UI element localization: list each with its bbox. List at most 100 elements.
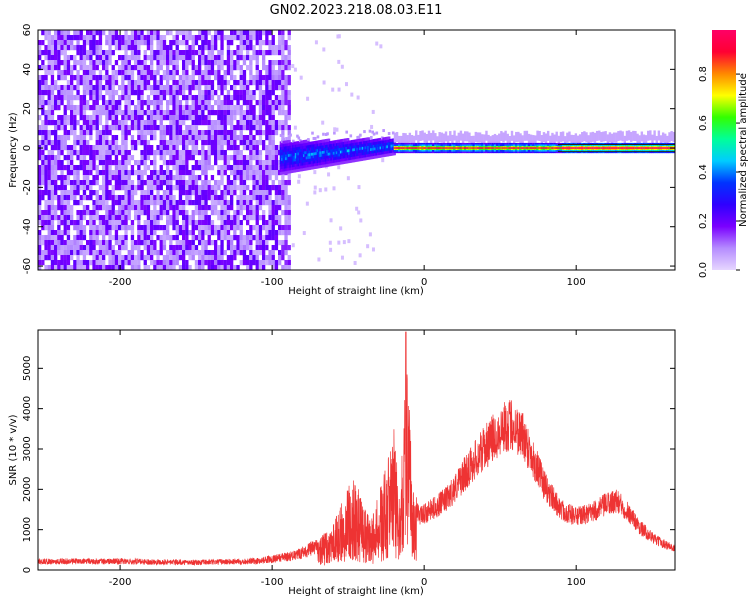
heatmap-cell (105, 245, 109, 251)
heatmap-cell (182, 70, 186, 76)
heatmap-cell (324, 158, 328, 162)
heatmap-cell (281, 171, 284, 175)
heatmap-cell (255, 215, 259, 221)
heatmap-cell (70, 265, 74, 270)
heatmap-cell (70, 110, 74, 116)
heatmap-cell (226, 120, 231, 126)
heatmap-cell (73, 170, 77, 176)
heatmap-cell (108, 220, 112, 226)
heatmap-cell (546, 147, 550, 149)
heatmap-cell (134, 140, 138, 146)
heatmap-cell (198, 130, 202, 136)
heatmap-cell (290, 150, 294, 154)
heatmap-cell (185, 165, 189, 171)
heatmap-cell (172, 155, 176, 161)
heatmap-cell (50, 80, 55, 86)
heatmap-cell (191, 100, 195, 106)
heatmap-cell (302, 231, 306, 236)
heatmap-cell (124, 90, 128, 96)
heatmap-cell (50, 230, 55, 236)
heatmap-cell (92, 165, 96, 171)
heatmap-cell (86, 185, 90, 191)
heatmap-cell (463, 147, 467, 149)
heatmap-cell (337, 150, 340, 154)
heatmap-cell (198, 115, 202, 121)
heatmap-cell (57, 260, 61, 266)
heatmap-cell (242, 120, 247, 126)
heatmap-cell (349, 134, 353, 138)
heatmap-cell (98, 170, 103, 176)
heatmap-cell (271, 90, 275, 96)
heatmap-cell (38, 165, 42, 171)
heatmap-cell (302, 156, 306, 160)
heatmap-cell (258, 100, 263, 106)
heatmap-cell (70, 205, 74, 211)
heatmap-cell (73, 145, 77, 151)
heatmap-cell (166, 205, 170, 211)
heatmap-cell (233, 255, 237, 261)
heatmap-cell (226, 245, 231, 251)
heatmap-cell (198, 190, 202, 196)
heatmap-cell (320, 145, 324, 149)
heatmap-cell (265, 160, 269, 166)
heatmap-cell (166, 185, 170, 191)
heatmap-cell (92, 90, 96, 96)
heatmap-cell (236, 125, 240, 131)
heatmap-cell (316, 165, 320, 169)
heatmap-cell (137, 200, 141, 206)
heatmap-cell (661, 147, 665, 149)
heatmap-cell (137, 40, 141, 46)
heatmap-cell (153, 210, 157, 216)
heatmap-cell (246, 240, 250, 246)
heatmap-cell (308, 152, 312, 157)
heatmap-cell (130, 205, 135, 211)
heatmap-cell (333, 159, 336, 163)
heatmap-cell (296, 141, 299, 145)
heatmap-cell (328, 160, 332, 164)
heatmap-cell (162, 160, 167, 166)
heatmap-cell (268, 185, 272, 191)
heatmap-cell (76, 200, 80, 206)
heatmap-cell (297, 136, 301, 140)
heatmap-cell (374, 141, 377, 145)
heatmap-cell (378, 151, 381, 156)
heatmap-cell (41, 255, 45, 261)
heatmap-cell (294, 155, 298, 159)
colorbar-gradient (712, 30, 736, 270)
heatmap-cell (287, 35, 291, 41)
heatmap-cell (79, 155, 83, 161)
heatmap-cell (201, 225, 205, 231)
heatmap-cell (285, 140, 288, 144)
heatmap-cell (38, 195, 42, 201)
heatmap-cell (95, 30, 99, 36)
heatmap-cell (217, 165, 221, 171)
heatmap-cell (41, 135, 45, 141)
heatmap-cell (60, 120, 64, 126)
heatmap-cell (175, 55, 179, 61)
heatmap-cell (342, 138, 346, 142)
heatmap-cell (204, 120, 208, 126)
heatmap-cell (207, 215, 211, 221)
heatmap-cell (82, 195, 87, 201)
heatmap-cell (297, 163, 301, 167)
heatmap-cell (159, 60, 163, 66)
heatmap-cell (271, 225, 275, 231)
heatmap-cell (363, 130, 366, 134)
heatmap-cell (331, 159, 335, 164)
heatmap-cell (322, 139, 325, 143)
heatmap-cell (54, 30, 58, 36)
heatmap-cell (124, 160, 128, 166)
heatmap-cell (255, 85, 259, 91)
heatmap-cell (95, 80, 99, 86)
heatmap-cell (54, 95, 58, 101)
heatmap-cell (57, 240, 61, 246)
heatmap-cell (172, 100, 176, 106)
heatmap-cell (668, 147, 671, 149)
heatmap-cell (150, 260, 154, 266)
heatmap-cell (166, 150, 170, 156)
heatmap-cell (262, 175, 266, 181)
heatmap-cell (105, 135, 109, 141)
heatmap-cell (41, 160, 45, 166)
heatmap-cell (344, 141, 347, 145)
